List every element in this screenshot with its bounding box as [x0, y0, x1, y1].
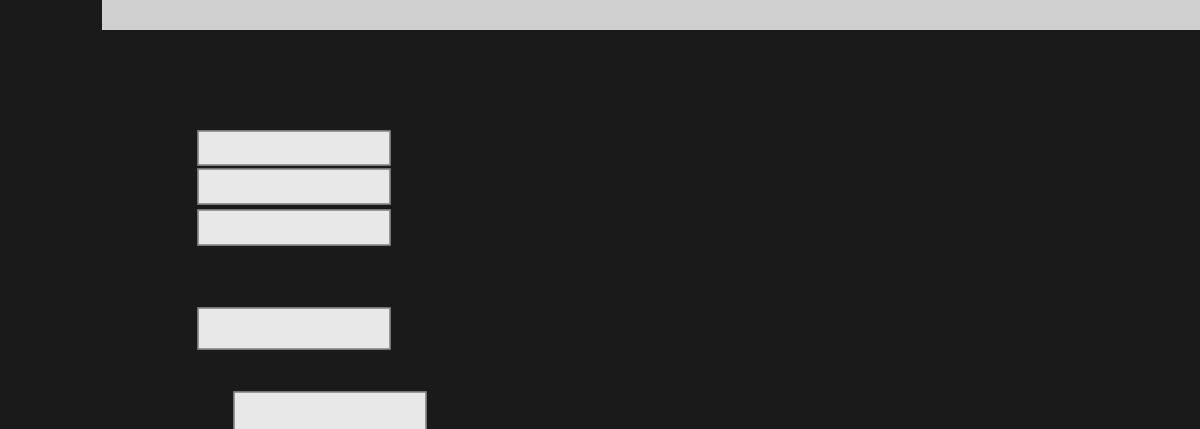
FancyBboxPatch shape	[234, 392, 426, 429]
FancyBboxPatch shape	[198, 210, 390, 245]
Text: dt: dt	[238, 107, 252, 121]
FancyBboxPatch shape	[198, 308, 390, 348]
Text: A 20-volt electromotive force is applied to an LR-series circuit in which the in: A 20-volt electromotive force is applied…	[130, 30, 1084, 45]
Text: Assume L: Assume L	[130, 77, 200, 92]
Text: i(t) =: i(t) =	[130, 321, 168, 335]
Text: L =: L =	[138, 141, 163, 155]
Bar	[102, 0, 1200, 30]
Text: t→∞: t→∞	[130, 414, 152, 424]
Text: Find the current i(t) if i(0) = 0.: Find the current i(t) if i(0) = 0.	[130, 265, 350, 280]
Text: R =: R =	[138, 179, 166, 194]
Text: di: di	[238, 72, 252, 86]
Text: lim  i(t) =: lim i(t) =	[130, 396, 199, 411]
FancyBboxPatch shape	[198, 131, 390, 165]
Text: Determine the current as t → ∞.: Determine the current as t → ∞.	[130, 368, 364, 383]
Text: E(t) =: E(t) =	[130, 220, 173, 235]
Text: + Ri = E(t). Determine the values of L, R, and E(t) for the given situation.: + Ri = E(t). Determine the values of L, …	[280, 77, 817, 92]
FancyBboxPatch shape	[198, 169, 390, 204]
